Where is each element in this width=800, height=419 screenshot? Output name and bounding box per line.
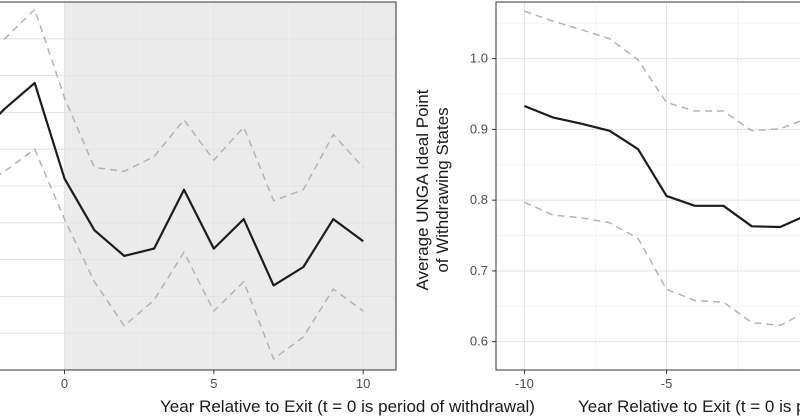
y-tick-label: 0.8 [470, 192, 488, 207]
left-panel: 0 5 10 Year Relative to Exit (t = 0 is peri… [0, 1, 535, 416]
y-tick-label: 0.9 [470, 121, 488, 136]
y-axis-title: Average UNGA Ideal Pointof Withdrawing S… [413, 89, 452, 290]
y-axis-title-line: Average UNGA Ideal Point [413, 89, 432, 290]
plot-background [496, 2, 800, 370]
y-tick-label: 0.6 [470, 334, 488, 349]
x-axis-title: Year Relative to Exit (t = 0 is period o… [160, 397, 535, 416]
panel-border [495, 1, 800, 371]
x-tick-label: -10 [515, 376, 534, 391]
confidence-bound-line [524, 201, 800, 327]
confidence-bound-line [524, 10, 800, 132]
mean-ideal-point-line [0, 81, 364, 287]
y-axis-title-line: of Withdrawing States [433, 107, 452, 272]
x-tick-label: -5 [661, 376, 673, 391]
x-tick-label: 10 [356, 376, 370, 391]
panel-border [0, 1, 397, 371]
mean-ideal-point-line [523, 104, 800, 229]
x-axis-title: Year Relative to Exit (t = 0 is period o… [578, 397, 800, 416]
confidence-bound-line [0, 148, 364, 360]
y-tick-label: 1.0 [470, 51, 488, 66]
y-tick-label: 0.7 [470, 263, 488, 278]
x-tick-label: 5 [210, 376, 217, 391]
x-tick-label: 0 [61, 376, 68, 391]
